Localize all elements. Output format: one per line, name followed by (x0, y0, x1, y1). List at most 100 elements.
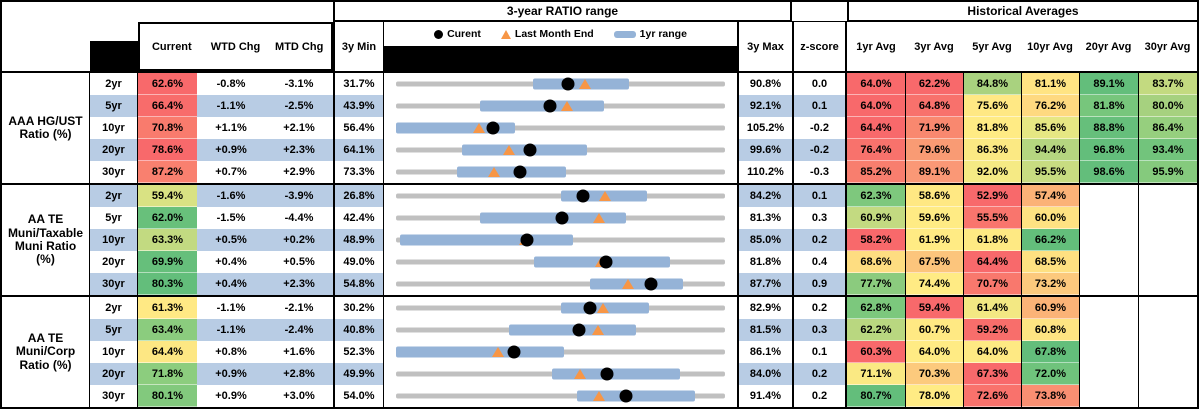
table-row: 5yr 66.4% -1.1% -2.5% 43.9% 92.1% 0.1 64.0% 64.8… (90, 95, 1197, 117)
avg-cell: 94.4% (1021, 139, 1079, 161)
tenor-cell: 20yr (90, 363, 138, 385)
group-label: AA TE Muni/Taxable Muni Ratio (%) (2, 185, 90, 295)
range-track (396, 305, 725, 311)
ratio-group: AA TE Muni/Taxable Muni Ratio (%) 2yr 59.4… (2, 183, 1197, 295)
last-month-end-triangle-icon (488, 167, 501, 177)
z-score-cell: 0.1 (792, 341, 847, 363)
range-1yr-bar (479, 212, 627, 224)
tenor-cell: 10yr (90, 117, 138, 139)
avg-cell: 78.0% (905, 385, 963, 407)
range-chart-cell (383, 185, 737, 207)
wtd-chg-cell: +1.1% (197, 117, 265, 139)
range-track (396, 281, 725, 287)
current-cell: 64.4% (138, 341, 197, 363)
current-dot-icon (523, 143, 537, 157)
min-3y-cell: 52.3% (333, 341, 383, 363)
avg-cell: 89.1% (905, 161, 963, 183)
range-1yr-bar (456, 166, 567, 178)
range-track (396, 125, 725, 131)
avg-cell: 85.6% (1021, 117, 1079, 139)
legend-label-1yr-range: 1yr range (639, 28, 687, 40)
z-score-cell: 0.9 (792, 273, 847, 295)
last-month-end-triangle-icon (622, 279, 634, 289)
avg-cell: 64.0% (847, 95, 905, 117)
avg-cell: 60.8% (1021, 319, 1079, 341)
tenor-cell: 30yr (90, 385, 138, 407)
avg-cell: 68.5% (1021, 251, 1079, 273)
current-dot-icon (583, 301, 597, 315)
group-label: AA TE Muni/Corp Ratio (%) (2, 297, 90, 407)
min-3y-cell: 49.0% (333, 251, 383, 273)
last-month-end-triangle-icon (592, 213, 605, 223)
avg-cell (1079, 229, 1138, 251)
wtd-chg-cell: -1.1% (197, 297, 265, 319)
avg-cell: 86.4% (1138, 117, 1197, 139)
avg-cell: 73.2% (1021, 273, 1079, 295)
range-1yr-bar (590, 278, 683, 290)
avg-cell: 95.5% (1021, 161, 1079, 183)
current-cell: 69.9% (138, 251, 197, 273)
avg-cell: 59.6% (905, 207, 963, 229)
last-month-end-triangle-icon (472, 123, 485, 133)
avg-cell: 55.5% (963, 207, 1021, 229)
min-3y-cell: 73.3% (333, 161, 383, 183)
avg-cell (1138, 319, 1197, 341)
banner-spacer-zscore (792, 2, 847, 22)
avg-cell: 71.1% (847, 363, 905, 385)
avg-cell: 60.0% (1021, 207, 1079, 229)
mtd-chg-cell: +2.3% (265, 139, 333, 161)
avg-cell: 64.0% (963, 341, 1021, 363)
range-1yr-bar (552, 368, 680, 380)
avg-cell (1138, 185, 1197, 207)
col-header-avg: 30yr Avg (1144, 40, 1191, 53)
current-cell: 63.3% (138, 229, 197, 251)
col-header-avg: 1yr Avg (856, 40, 896, 53)
max-3y-cell: 81.5% (737, 319, 792, 341)
ratio-group: AA TE Muni/Corp Ratio (%) 2yr 61.3% -1.1% -2… (2, 295, 1197, 407)
range-chart-cell (383, 273, 737, 295)
tenor-cell: 20yr (90, 139, 138, 161)
avg-cell: 80.7% (847, 385, 905, 407)
black-header-bar (384, 46, 737, 71)
avg-cell (1079, 341, 1138, 363)
max-3y-cell: 92.1% (737, 95, 792, 117)
max-3y-cell: 91.4% (737, 385, 792, 407)
change-headers-box: Current WTD Chg MTD Chg (138, 22, 333, 71)
min-3y-cell: 54.8% (333, 273, 383, 295)
avg-cell (1079, 297, 1138, 319)
mtd-chg-cell: -4.4% (265, 207, 333, 229)
range-1yr-bar (399, 234, 573, 246)
avg-cell: 62.2% (847, 319, 905, 341)
current-dot-icon (555, 211, 569, 225)
avg-cell: 85.2% (847, 161, 905, 183)
range-chart-cell (383, 251, 737, 273)
current-cell: 87.2% (138, 161, 197, 183)
current-dot-icon (600, 367, 614, 381)
current-cell: 70.8% (138, 117, 197, 139)
z-score-cell: 0.3 (792, 319, 847, 341)
legend-item-last-month-end: Last Month End (500, 28, 594, 40)
wtd-chg-cell: +0.9% (197, 363, 265, 385)
tenor-cell: 5yr (90, 95, 138, 117)
avg-cell: 81.8% (963, 117, 1021, 139)
z-score-cell: 0.2 (792, 229, 847, 251)
avg-cell: 80.0% (1138, 95, 1197, 117)
last-month-end-triangle-icon (500, 29, 511, 39)
table-row: 2yr 61.3% -1.1% -2.1% 30.2% 82.9% 0.2 62.8% 59.4… (90, 297, 1197, 319)
wtd-chg-cell: -1.6% (197, 185, 265, 207)
current-dot-icon (599, 255, 613, 269)
avg-cell: 72.0% (1021, 363, 1079, 385)
z-score-cell: -0.2 (792, 139, 847, 161)
group-rows: 2yr 62.6% -0.8% -3.1% 31.7% 90.8% 0.0 64.0% 62.2… (90, 73, 1197, 183)
col-header-3y-max: 3y Max (737, 22, 792, 71)
range-chart-cell (383, 207, 737, 229)
avg-cell (1138, 251, 1197, 273)
avg-cell: 62.8% (847, 297, 905, 319)
avg-cell (1138, 229, 1197, 251)
avg-cell (1138, 341, 1197, 363)
z-score-cell: 0.0 (792, 73, 847, 95)
avg-cell: 89.1% (1079, 73, 1138, 95)
z-score-cell: 0.2 (792, 385, 847, 407)
range-1yr-bar (396, 122, 515, 134)
avg-cell: 61.8% (963, 229, 1021, 251)
